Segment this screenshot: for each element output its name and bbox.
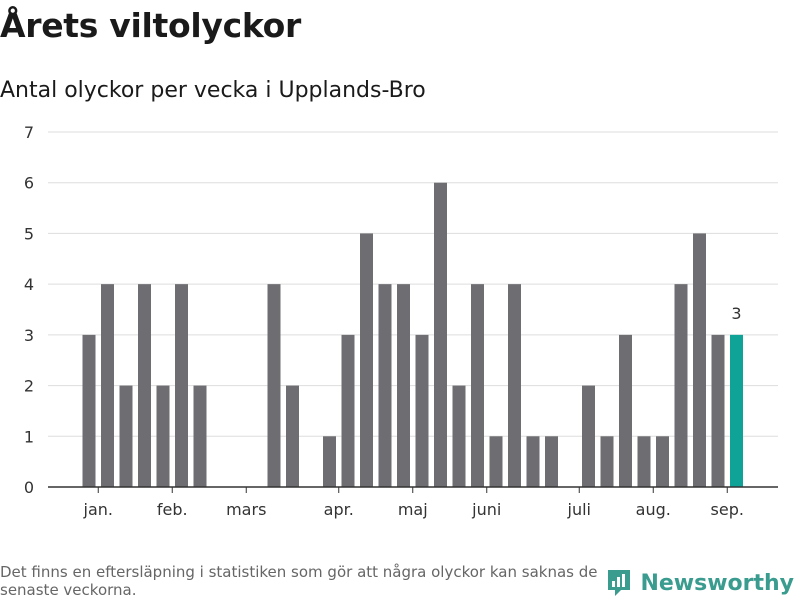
data-label: 3 bbox=[731, 304, 741, 323]
bar bbox=[82, 334, 96, 487]
y-tick-label: 0 bbox=[24, 478, 34, 497]
bar bbox=[711, 334, 725, 487]
bar bbox=[489, 436, 503, 487]
bar bbox=[267, 284, 281, 487]
bar bbox=[323, 436, 336, 487]
bar bbox=[674, 284, 688, 487]
bar bbox=[545, 436, 558, 487]
bar-chart: 0 1 2 3 4 5 6 7 jan. feb. mars apr. maj juni juli aug. s… bbox=[24, 123, 778, 519]
x-tick-label: apr. bbox=[324, 500, 354, 519]
y-tick-label: 5 bbox=[24, 224, 34, 243]
bar bbox=[175, 284, 188, 487]
brand[interactable]: Newsworthy bbox=[606, 568, 794, 598]
bar-current-week bbox=[730, 334, 743, 487]
chart-subtitle: Antal olyckor per vecka i Upplands-Bro bbox=[0, 78, 426, 103]
bar bbox=[119, 385, 133, 487]
brand-name: Newsworthy bbox=[640, 570, 794, 596]
y-tick-label: 3 bbox=[24, 326, 34, 345]
bar bbox=[378, 284, 392, 487]
bar bbox=[508, 284, 521, 487]
chart-title: Årets viltolyckor bbox=[0, 6, 301, 45]
bar bbox=[526, 436, 540, 487]
bar bbox=[693, 233, 706, 487]
y-tick-label: 7 bbox=[24, 123, 34, 142]
bar bbox=[582, 385, 595, 487]
x-tick-label: aug. bbox=[636, 500, 671, 519]
bar bbox=[193, 385, 207, 487]
x-tick-label: jan. bbox=[83, 500, 113, 519]
x-tick-label: juni bbox=[471, 500, 501, 519]
bar bbox=[434, 182, 447, 487]
footer-note: Det finns en eftersläpning i statistiken… bbox=[0, 563, 598, 599]
x-tick-label: mars bbox=[226, 500, 266, 519]
bar bbox=[415, 334, 429, 487]
bar bbox=[360, 233, 373, 487]
bar bbox=[101, 284, 114, 487]
x-tick-label: juli bbox=[567, 500, 591, 519]
y-tick-label: 1 bbox=[24, 427, 34, 446]
newsworthy-logo-icon bbox=[608, 570, 631, 596]
bar bbox=[138, 284, 151, 487]
bar bbox=[637, 436, 651, 487]
y-tick-label: 6 bbox=[24, 174, 34, 193]
y-tick-label: 2 bbox=[24, 377, 34, 396]
bar bbox=[341, 334, 355, 487]
bar bbox=[600, 436, 614, 487]
bar bbox=[156, 385, 170, 487]
x-tick-label: sep. bbox=[711, 500, 744, 519]
bar bbox=[656, 436, 669, 487]
x-tick-label: feb. bbox=[157, 500, 188, 519]
bar bbox=[471, 284, 484, 487]
bar bbox=[619, 334, 632, 487]
bar bbox=[452, 385, 466, 487]
y-tick-label: 4 bbox=[24, 275, 34, 294]
x-tick-label: maj bbox=[398, 500, 428, 519]
bar bbox=[286, 385, 299, 487]
bar bbox=[397, 284, 410, 487]
